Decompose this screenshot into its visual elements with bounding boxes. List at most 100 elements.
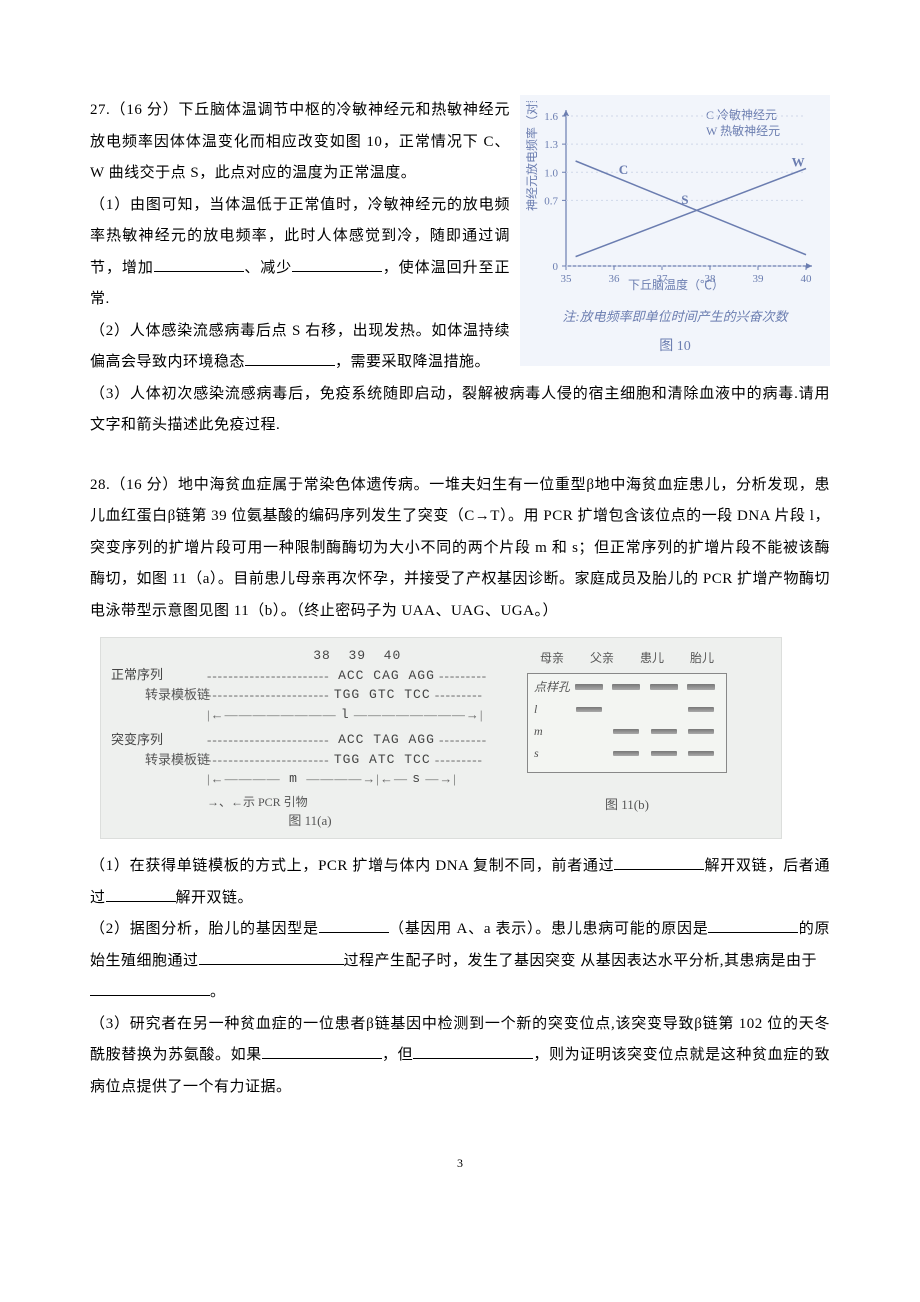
gel-band <box>651 707 677 712</box>
question-28: 28.（16 分）地中海贫血症属于常染色体遗传病。一堆夫妇生有一位重型β地中海贫… <box>90 470 830 1104</box>
gel-band <box>613 707 639 712</box>
gel-header-label: 父亲 <box>590 646 614 671</box>
fig11a-template: 转录模板链 <box>145 685 207 705</box>
gel-row: m <box>534 722 720 740</box>
l-label-text: l <box>341 705 350 725</box>
gel-band <box>576 729 602 734</box>
gel-band <box>613 751 639 756</box>
q28-intro: 28.（16 分）地中海贫血症属于常染色体遗传病。一堆夫妇生有一位重型β地中海贫… <box>90 470 830 628</box>
seq-text: TGG ATC TCC <box>334 750 431 770</box>
gel-lane <box>608 684 646 690</box>
figure-10-chart: 神经元放电频率（对数值） C 冷敏神经元 W 热敏神经元 35363738394… <box>520 95 830 366</box>
gel-lane <box>608 729 646 734</box>
gel-lane <box>608 751 646 756</box>
gel-row: l <box>534 700 720 718</box>
gel-band <box>688 751 714 756</box>
q28-p2a: （2）据图分析，胎儿的基因型是 <box>90 921 319 937</box>
gel-band <box>687 684 715 690</box>
q27-number: 27. <box>90 102 110 118</box>
q28-p1c: 解开双链。 <box>176 890 254 906</box>
chart-note: 注:放电频率即单位时间产生的兴奋次数 <box>526 303 824 330</box>
chart-line-c <box>576 161 806 255</box>
gel-lane <box>645 707 683 712</box>
figure-11a: 38 39 40 正常序列 ----------------------- AC… <box>111 646 509 830</box>
seq-text: ACC CAG AGG <box>338 666 435 686</box>
gel-band <box>688 707 714 712</box>
svg-text:1.3: 1.3 <box>544 139 558 151</box>
blank <box>154 256 244 272</box>
gel-lane <box>683 707 721 712</box>
gel-band <box>651 729 677 734</box>
gel-header-label: 患儿 <box>640 646 664 671</box>
q27-p1b: 、减少 <box>244 260 292 276</box>
gel-lane <box>570 707 608 712</box>
q27-score: （16 分） <box>110 102 178 118</box>
gel-lane <box>683 684 721 690</box>
q28-p2: （2）据图分析，胎儿的基因型是（基因用 A、a 表示）。患儿患病可能的原因是的原… <box>90 914 830 1009</box>
chart-label-c: C <box>619 162 628 177</box>
gel-row: 点样孔 <box>534 678 720 696</box>
blank <box>319 917 389 933</box>
blank <box>90 980 210 996</box>
gel-lane <box>683 751 721 756</box>
blank <box>262 1043 382 1059</box>
q28-p3b: ，但 <box>382 1047 413 1063</box>
chart-svg: 神经元放电频率（对数值） C 冷敏神经元 W 热敏神经元 35363738394… <box>526 101 826 301</box>
fig11a-mut-label: 突变序列 <box>111 732 145 748</box>
q28-p1a: （1）在获得单链模板的方式上，PCR 扩增与体内 DNA 复制不同，前者通过 <box>90 858 614 874</box>
fig11a-pos: 38 39 40 <box>313 646 401 666</box>
seq-text: ACC TAG AGG <box>338 730 435 750</box>
blank <box>413 1043 533 1059</box>
chart-legend-c: C 冷敏神经元 <box>706 107 777 122</box>
svg-text:35: 35 <box>561 273 573 285</box>
q28-score: （16 分） <box>110 477 178 493</box>
blank <box>199 949 344 965</box>
figure-11b: 母亲父亲患儿胎儿 点样孔lms 图 11(b) <box>527 646 727 818</box>
svg-text:39: 39 <box>753 273 765 285</box>
q28-p2d: 过程产生配子时，发生了基因突变 从基因表达水平分析,其患病是由于 <box>344 953 818 969</box>
chart-box: 神经元放电频率（对数值） C 冷敏神经元 W 热敏神经元 35363738394… <box>520 95 830 366</box>
gel-lane <box>683 729 721 734</box>
gel-lane <box>645 684 683 690</box>
q27-p2b: ，需要采取降温措施。 <box>335 354 490 370</box>
question-27: 神经元放电频率（对数值） C 冷敏神经元 W 热敏神经元 35363738394… <box>90 95 830 442</box>
fig11a-template2: 转录模板链 <box>145 750 207 770</box>
chart-line-w <box>576 169 806 257</box>
svg-text:40: 40 <box>801 273 813 285</box>
page-number: 3 <box>90 1151 830 1176</box>
gel-lane <box>645 751 683 756</box>
chart-x-label: 下丘脑温度（℃） <box>628 277 724 292</box>
gel-header: 母亲父亲患儿胎儿 <box>527 646 727 671</box>
gel-box: 点样孔lms <box>527 673 727 773</box>
fig11a-primer-tip: →、←示 PCR 引物 <box>207 793 509 811</box>
q28-p2b: （基因用 A、a 表示）。患儿患病可能的原因是 <box>389 921 709 937</box>
gel-lane <box>645 729 683 734</box>
gel-band <box>613 729 639 734</box>
gel-band <box>575 684 603 690</box>
seq-text: TGG GTC TCC <box>334 685 431 705</box>
chart-label-s: S <box>681 192 688 207</box>
svg-text:36: 36 <box>609 273 621 285</box>
s-label-text: s <box>412 769 421 789</box>
chart-label-w: W <box>792 155 805 170</box>
q28-p3: （3）研究者在另一种贫血症的一位患者β链基因中检测到一个新的突变位点,该突变导致… <box>90 1009 830 1104</box>
svg-text:1.0: 1.0 <box>544 167 558 179</box>
chart-y-label: 神经元放电频率（对数值） <box>526 101 539 211</box>
figure-11: 38 39 40 正常序列 ----------------------- AC… <box>100 637 782 839</box>
gel-lane <box>570 751 608 756</box>
blank <box>106 886 176 902</box>
svg-text:0: 0 <box>553 261 559 273</box>
blank <box>614 854 704 870</box>
q28-p1: （1）在获得单链模板的方式上，PCR 扩增与体内 DNA 复制不同，前者通过解开… <box>90 851 830 914</box>
q28-p2e: 。 <box>210 984 226 1000</box>
blank <box>708 917 798 933</box>
gel-lane <box>570 729 608 734</box>
blank <box>292 256 382 272</box>
blank <box>245 350 335 366</box>
m-label-text: m <box>289 769 298 789</box>
svg-text:1.6: 1.6 <box>544 111 558 123</box>
q27-p3: （3）人体初次感染流感病毒后，免疫系统随即启动，裂解被病毒人侵的宿主细胞和清除血… <box>90 379 830 442</box>
q28-intro-text: 地中海贫血症属于常染色体遗传病。一堆夫妇生有一位重型β地中海贫血症患儿，分析发现… <box>90 477 830 619</box>
gel-band <box>612 684 640 690</box>
gel-band <box>688 729 714 734</box>
